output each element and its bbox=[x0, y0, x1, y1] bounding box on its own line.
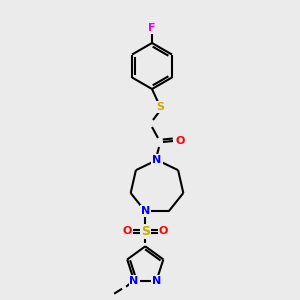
Text: N: N bbox=[130, 276, 139, 286]
Text: N: N bbox=[152, 155, 162, 165]
Text: O: O bbox=[175, 136, 185, 146]
Text: N: N bbox=[152, 276, 161, 286]
Text: S: S bbox=[141, 225, 150, 238]
Text: N: N bbox=[152, 155, 162, 165]
Text: F: F bbox=[148, 23, 156, 33]
Text: S: S bbox=[156, 102, 164, 112]
Text: O: O bbox=[123, 226, 132, 236]
Text: O: O bbox=[159, 226, 168, 236]
Text: N: N bbox=[141, 206, 150, 216]
